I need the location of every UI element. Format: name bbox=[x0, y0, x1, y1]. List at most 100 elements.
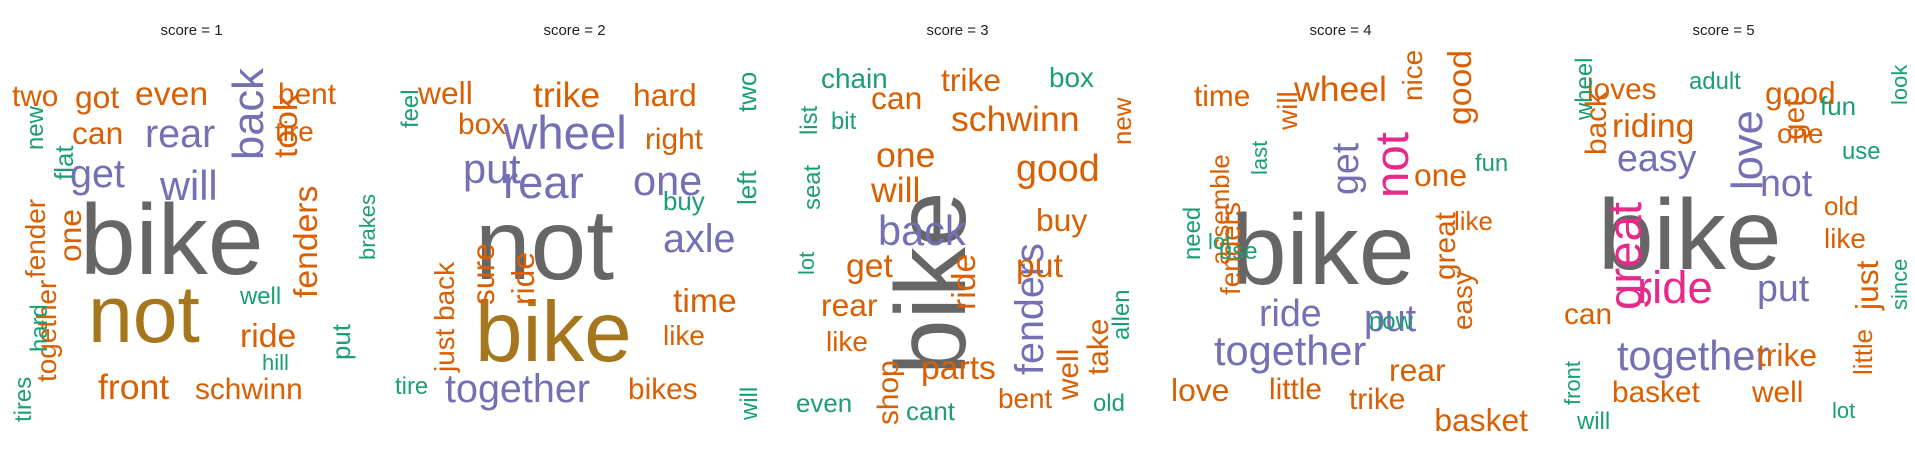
word-trike: trike bbox=[1349, 383, 1406, 416]
word-put: put bbox=[1757, 267, 1810, 309]
word-bike: bike bbox=[1598, 179, 1782, 291]
word-tires: tires bbox=[10, 376, 37, 422]
word-rear: rear bbox=[1389, 352, 1446, 388]
word-bit: bit bbox=[831, 108, 857, 135]
word-chain: chain bbox=[821, 63, 888, 94]
word-good: good bbox=[1016, 147, 1100, 189]
word-tire: tire bbox=[395, 373, 429, 400]
word-bikes: bikes bbox=[628, 373, 698, 406]
panel-title: score = 1 bbox=[160, 22, 223, 39]
word-list: list bbox=[796, 105, 823, 135]
word-buy: buy bbox=[1036, 202, 1088, 238]
word-box: box bbox=[1049, 62, 1094, 93]
word-will: will bbox=[736, 386, 764, 420]
word-flat: flat bbox=[51, 145, 79, 180]
word-bent: bent bbox=[278, 78, 336, 111]
word-new: new bbox=[22, 106, 49, 150]
wordcloud-panel-score-1: score = 1 bike not back will rear get even got t… bbox=[0, 0, 383, 449]
word-cant: cant bbox=[906, 398, 955, 426]
word-wheel: wheel bbox=[503, 107, 627, 160]
word-great: great bbox=[1429, 212, 1462, 280]
word-bike: bike bbox=[1231, 194, 1415, 306]
word-will: will bbox=[1272, 91, 1303, 130]
word-bike: bike bbox=[80, 184, 264, 296]
word-like: like bbox=[663, 320, 705, 351]
word-lot: lot bbox=[794, 251, 819, 275]
word-last: last bbox=[1247, 140, 1272, 175]
word-little: little bbox=[1850, 328, 1878, 375]
word-ride: ride bbox=[1637, 262, 1713, 313]
word-tire: tire bbox=[275, 116, 314, 147]
word-brakes: brakes bbox=[355, 193, 380, 260]
word-right: right bbox=[645, 123, 703, 156]
word-one: one bbox=[1414, 157, 1468, 193]
word-bent: bent bbox=[998, 383, 1053, 414]
word-well: well bbox=[240, 283, 282, 310]
word-ride: ride bbox=[945, 253, 983, 310]
word-get: get bbox=[846, 247, 893, 285]
word-one: one bbox=[876, 135, 936, 175]
word-will: will bbox=[160, 162, 218, 209]
word-look: look bbox=[1887, 64, 1912, 105]
word-fenders: fenders bbox=[287, 185, 325, 298]
word-put: put bbox=[463, 145, 521, 192]
word-now: now bbox=[1369, 308, 1413, 335]
word-front: front bbox=[98, 367, 170, 407]
word-together: together bbox=[445, 367, 590, 411]
panel-title: score = 3 bbox=[926, 22, 989, 39]
word-will: will bbox=[1577, 408, 1611, 435]
word-fun: fun bbox=[1820, 93, 1856, 121]
wordcloud-panel-score-3: score = 3 bike back fenders schwinn good trik… bbox=[766, 0, 1149, 449]
word-get: get bbox=[1324, 142, 1366, 195]
word-sure: sure bbox=[465, 243, 501, 305]
word-since: since bbox=[1887, 258, 1912, 310]
word-trike: trike bbox=[533, 75, 601, 115]
word-shop: shop bbox=[872, 360, 905, 425]
word-bike: bike bbox=[475, 285, 632, 380]
word-parts: parts bbox=[921, 349, 996, 387]
word-allen: allen bbox=[1108, 289, 1135, 340]
word-front: front bbox=[1560, 360, 1585, 405]
word-love: love bbox=[1171, 372, 1230, 408]
word-seat: seat bbox=[799, 164, 826, 210]
word-fun: fun bbox=[1475, 150, 1509, 177]
word-not: not bbox=[88, 270, 200, 360]
word-even: even bbox=[796, 390, 853, 418]
word-ride: ride bbox=[1259, 292, 1322, 334]
word-can: can bbox=[72, 115, 124, 151]
word-need: need bbox=[1179, 206, 1206, 260]
word-two: two bbox=[12, 80, 59, 113]
word-even: even bbox=[135, 75, 209, 113]
wordcloud-panel-score-4: score = 4 bike not get together ride put wheel… bbox=[1149, 0, 1532, 449]
word-use: use bbox=[1219, 238, 1258, 265]
word-together: together bbox=[1214, 327, 1367, 374]
word-old: old bbox=[1093, 390, 1125, 417]
wordcloud-panel-score-2: score = 2 not bike wheel rear one put axle toge… bbox=[383, 0, 766, 449]
word-put: put bbox=[1016, 247, 1063, 285]
word-basket: basket bbox=[1612, 376, 1700, 409]
word-wheel: wheel bbox=[1294, 69, 1387, 109]
word-like: like bbox=[826, 326, 868, 357]
word-put: put bbox=[1364, 297, 1417, 339]
word-like: like bbox=[1824, 223, 1866, 254]
word-easy: easy bbox=[1617, 137, 1697, 179]
word-got: got bbox=[75, 79, 120, 115]
word-good: good bbox=[1441, 50, 1479, 125]
word-two: two bbox=[734, 71, 763, 112]
word-just-back: just back bbox=[429, 261, 460, 372]
word-loves: loves bbox=[1587, 73, 1657, 106]
word-rear: rear bbox=[145, 112, 216, 156]
word-time: time bbox=[673, 282, 737, 320]
word-not: not bbox=[1760, 162, 1813, 204]
word-hill: hill bbox=[262, 350, 289, 375]
word-new: new bbox=[1109, 97, 1137, 146]
word-one: one bbox=[633, 157, 703, 204]
word-well: well bbox=[418, 75, 473, 111]
word-fender: fender bbox=[20, 198, 51, 278]
word-rear: rear bbox=[821, 287, 878, 323]
word-lot: lot bbox=[1208, 229, 1232, 254]
word-back: back bbox=[225, 68, 273, 160]
word-schwinn: schwinn bbox=[195, 373, 303, 406]
word-left: left bbox=[734, 170, 763, 205]
